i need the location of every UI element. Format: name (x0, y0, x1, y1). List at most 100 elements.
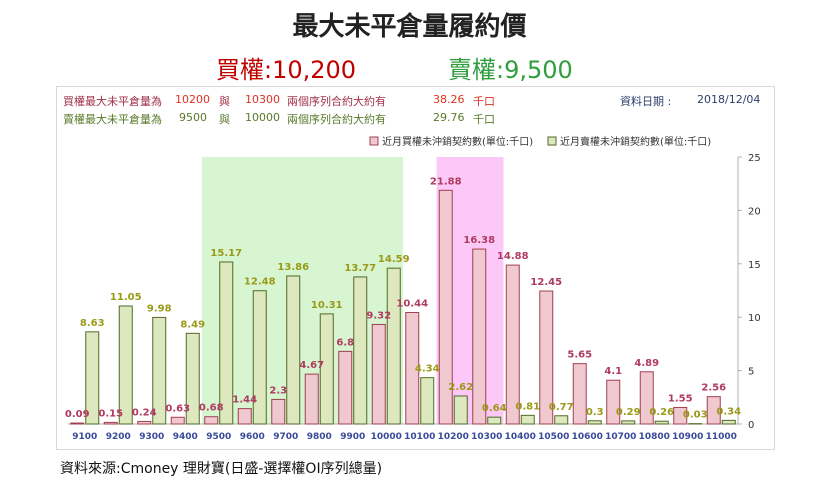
call-info-amount: 38.26 (433, 93, 465, 106)
y-tick-label: 5 (748, 367, 754, 378)
x-tick-label: 10200 (438, 432, 469, 442)
x-tick-label: 10800 (639, 432, 670, 442)
call-bar-9400 (170, 416, 185, 425)
call-value-label: 0.09 (65, 409, 90, 420)
put-bar-10500 (554, 415, 569, 425)
call-value-label: 2.56 (701, 383, 726, 394)
put-bar-9600 (252, 290, 267, 425)
x-tick-label: 9900 (340, 432, 365, 442)
put-info-strike1: 9500 (179, 111, 207, 124)
call-info-desc: 兩個序列合約大約有 (287, 95, 386, 108)
call-bar-9500 (204, 416, 219, 425)
date-value: 2018/12/04 (697, 93, 761, 106)
x-tick-label: 10500 (538, 432, 569, 442)
call-value-label: 21.88 (430, 176, 462, 187)
date-label: 資料日期 : (620, 95, 672, 108)
put-value-label: 12.48 (244, 277, 276, 288)
put-subtitle: 賣權:9,500 (448, 56, 573, 84)
x-tick-label: 11000 (706, 432, 737, 442)
call-value-label: 0.68 (199, 403, 224, 414)
call-value-label: 5.65 (567, 350, 592, 361)
call-value-label: 10.44 (396, 299, 428, 310)
put-value-label: 0.64 (482, 403, 507, 414)
put-bar-9700 (286, 275, 301, 425)
put-bar-9500 (219, 261, 234, 425)
call-value-label: 4.1 (604, 366, 622, 377)
call-value-label: 14.88 (497, 251, 529, 262)
x-tick-label: 9400 (173, 432, 198, 442)
put-bar-10400 (520, 414, 535, 425)
put-value-label: 11.05 (110, 292, 142, 303)
call-bar-9100 (70, 422, 85, 425)
call-bar-10700 (606, 379, 621, 425)
x-tick-label: 10100 (404, 432, 435, 442)
put-value-label: 8.49 (180, 319, 205, 330)
legend-put-swatch (547, 136, 557, 146)
x-tick-label: 9100 (72, 432, 97, 442)
call-bar-10600 (572, 363, 587, 425)
call-bar-9200 (103, 421, 118, 425)
x-tick-label: 9200 (106, 432, 131, 442)
x-tick-label: 9800 (307, 432, 332, 442)
chart-title: 最大未平倉量履約價 (292, 12, 527, 42)
call-bar-10400 (505, 264, 520, 425)
call-value-label: 1.44 (232, 395, 257, 406)
y-tick-label: 20 (748, 206, 761, 217)
put-value-label: 0.3 (586, 407, 604, 418)
call-value-label: 0.24 (132, 407, 157, 418)
call-value-label: 0.15 (98, 408, 123, 419)
put-bar-11000 (721, 419, 736, 425)
call-bar-10100 (405, 312, 420, 425)
call-bar-9700 (271, 398, 286, 425)
call-bar-9600 (237, 408, 252, 425)
y-tick-label: 0 (748, 420, 754, 431)
put-bar-10100 (420, 377, 435, 425)
put-value-label: 0.29 (616, 407, 641, 418)
call-bar-9900 (338, 350, 353, 425)
call-value-label: 2.3 (269, 385, 287, 396)
put-bar-10600 (587, 420, 602, 425)
call-bar-10200 (438, 189, 453, 425)
source-note: 資料來源:Cmoney 理財寶(日盛-選擇權OI序列總量) (60, 461, 383, 477)
call-value-label: 16.38 (463, 235, 495, 246)
put-info-strike2: 10000 (245, 111, 280, 124)
call-info-unit: 千口 (473, 95, 495, 108)
legend-put-label: 近月賣權未沖銷契約數(單位:千口) (560, 135, 711, 148)
put-info-amount: 29.76 (433, 111, 465, 124)
put-bar-9300 (152, 316, 167, 425)
put-info-conj: 與 (219, 113, 230, 126)
put-value-label: 10.31 (311, 300, 343, 311)
put-value-label: 9.98 (147, 303, 172, 314)
put-value-label: 0.26 (649, 407, 674, 418)
put-bar-10000 (386, 267, 401, 425)
x-tick-label: 10000 (371, 432, 402, 442)
put-bar-9200 (118, 305, 133, 425)
x-tick-label: 10700 (605, 432, 636, 442)
call-value-label: 0.63 (165, 403, 190, 414)
call-value-label: 9.32 (366, 310, 391, 321)
call-bar-9300 (137, 420, 152, 425)
put-bar-10700 (621, 420, 636, 425)
put-value-label: 13.77 (344, 263, 376, 274)
legend-call-label: 近月買權未沖銷契約數(單位:千口) (382, 135, 533, 148)
put-info-unit: 千口 (473, 113, 495, 126)
put-info-desc: 兩個序列合約大約有 (287, 113, 386, 126)
put-value-label: 4.34 (415, 364, 440, 375)
put-value-label: 2.62 (448, 382, 473, 393)
put-value-label: 0.34 (716, 406, 741, 417)
call-value-label: 4.67 (299, 360, 324, 371)
call-value-label: 6.8 (336, 337, 354, 348)
put-value-label: 14.59 (378, 254, 410, 265)
put-value-label: 15.17 (210, 248, 242, 259)
call-bar-10300 (472, 248, 487, 425)
call-info-label: 買權最大未平倉量為 (63, 95, 162, 108)
legend-call-swatch (369, 136, 379, 146)
call-bar-10000 (371, 323, 386, 425)
put-value-label: 0.77 (549, 402, 574, 413)
x-tick-label: 10400 (505, 432, 536, 442)
put-value-label: 0.03 (683, 410, 708, 421)
call-info-strike2: 10300 (245, 93, 280, 106)
put-value-label: 8.63 (80, 318, 105, 329)
put-bar-10800 (654, 420, 669, 425)
